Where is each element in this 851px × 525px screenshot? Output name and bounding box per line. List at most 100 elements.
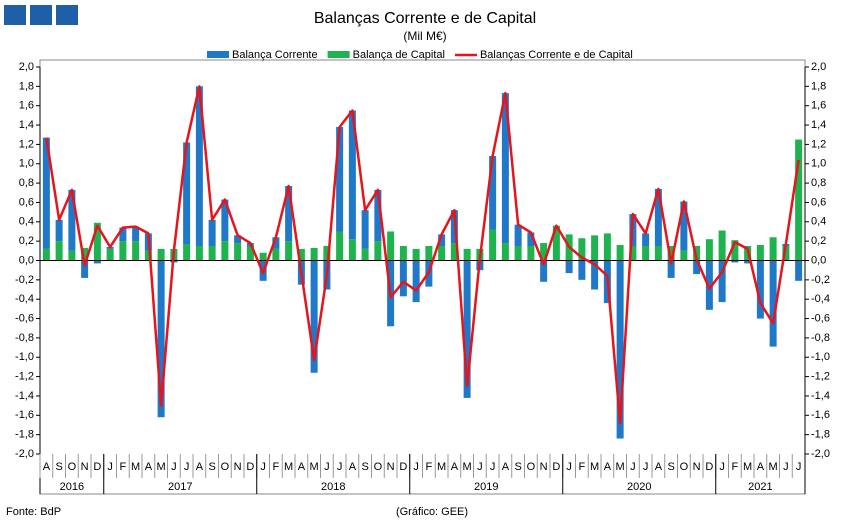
bar (387, 231, 395, 261)
x-tick-label: M (616, 461, 625, 473)
bar (425, 245, 433, 261)
y2-tick-label: 2,0 (811, 61, 826, 73)
bar (55, 219, 63, 242)
x-tick-label: J (490, 461, 496, 473)
bar (438, 234, 446, 246)
bar (450, 243, 458, 261)
bar (106, 248, 114, 261)
x-tick-label: D (399, 461, 407, 473)
source: Fonte: BdP (6, 506, 61, 518)
x-tick-label: J (719, 461, 725, 473)
x-tick-label: A (502, 461, 510, 473)
bar (463, 248, 471, 261)
legend-swatch (327, 51, 350, 58)
bar (132, 241, 140, 261)
chart-title: Balanças Corrente e de Capital (314, 10, 536, 27)
bar (221, 199, 229, 242)
logo-block (4, 5, 26, 25)
bar (81, 247, 89, 261)
bar (348, 239, 356, 261)
bar (144, 250, 152, 261)
bar (310, 247, 318, 261)
bar (195, 86, 203, 246)
bar (718, 230, 726, 261)
x-tick-label: D (552, 461, 560, 473)
logo-block (30, 5, 52, 25)
y2-tick-label: -0,6 (811, 312, 830, 324)
bar (208, 219, 216, 246)
x-tick-label: N (234, 461, 242, 473)
y-tick-label: 1,2 (19, 138, 34, 150)
bar (769, 237, 777, 261)
bar (399, 260, 407, 297)
bar (183, 244, 191, 261)
legend-label: Balanças Corrente e de Capital (480, 49, 633, 61)
y-tick-label: -1,0 (15, 351, 34, 363)
x-tick-label: M (463, 461, 472, 473)
y2-tick-label: 0,6 (811, 196, 826, 208)
y2-tick-label: 0,4 (811, 216, 826, 228)
x-tick-label: N (693, 461, 701, 473)
y2-tick-label: 1,0 (811, 158, 826, 170)
year-label: 2021 (748, 481, 772, 493)
bar (616, 245, 624, 261)
bar (616, 260, 624, 439)
x-tick-label: S (514, 461, 521, 473)
x-tick-label: A (655, 461, 663, 473)
bar (361, 210, 369, 249)
x-tick-label: A (451, 461, 459, 473)
x-tick-label: M (157, 461, 166, 473)
bar (195, 245, 203, 261)
bar (654, 188, 662, 246)
x-tick-label: J (337, 461, 343, 473)
bar (42, 248, 50, 261)
bar (744, 260, 752, 264)
bar (667, 245, 675, 261)
bar (552, 225, 560, 261)
bar (693, 260, 701, 275)
y2-tick-label: 0,8 (811, 177, 826, 189)
x-tick-label: J (413, 461, 419, 473)
x-tick-label: N (540, 461, 548, 473)
x-tick-label: D (705, 461, 713, 473)
bar (55, 241, 63, 261)
bar (578, 238, 586, 261)
y-tick-label: 0,2 (19, 235, 34, 247)
bar (221, 241, 229, 261)
y-tick-label: 2,0 (19, 61, 34, 73)
y-tick-label: -0,8 (15, 332, 34, 344)
x-tick-label: A (145, 461, 153, 473)
bar (272, 248, 280, 261)
bar (731, 260, 739, 263)
bar (374, 241, 382, 261)
x-tick-label: F (273, 461, 280, 473)
x-tick-label: J (260, 461, 266, 473)
bar (208, 245, 216, 261)
bar (297, 248, 305, 261)
y2-tick-label: 1,4 (811, 119, 826, 131)
bar (336, 126, 344, 232)
year-label: 2020 (627, 481, 651, 493)
y-tick-label: 1,4 (19, 119, 34, 131)
y2-tick-label: -0,2 (811, 274, 830, 286)
bar (680, 250, 688, 261)
bar (501, 93, 509, 244)
x-tick-label: M (310, 461, 319, 473)
y2-tick-label: -0,4 (811, 293, 830, 305)
bar (463, 260, 471, 398)
y2-tick-label: 0,0 (811, 254, 826, 266)
bar (157, 260, 165, 418)
x-tick-label: J (477, 461, 483, 473)
y-tick-label: -2,0 (15, 448, 34, 460)
x-tick-label: J (324, 461, 330, 473)
x-tick-label: A (757, 461, 765, 473)
x-tick-label: J (171, 461, 177, 473)
bar (132, 226, 140, 242)
x-tick-label: S (55, 461, 62, 473)
y-tick-label: 1,0 (19, 158, 34, 170)
bar (412, 248, 420, 261)
bar (348, 110, 356, 240)
x-tick-label: D (93, 461, 101, 473)
bar (68, 250, 76, 261)
bar (540, 243, 548, 261)
